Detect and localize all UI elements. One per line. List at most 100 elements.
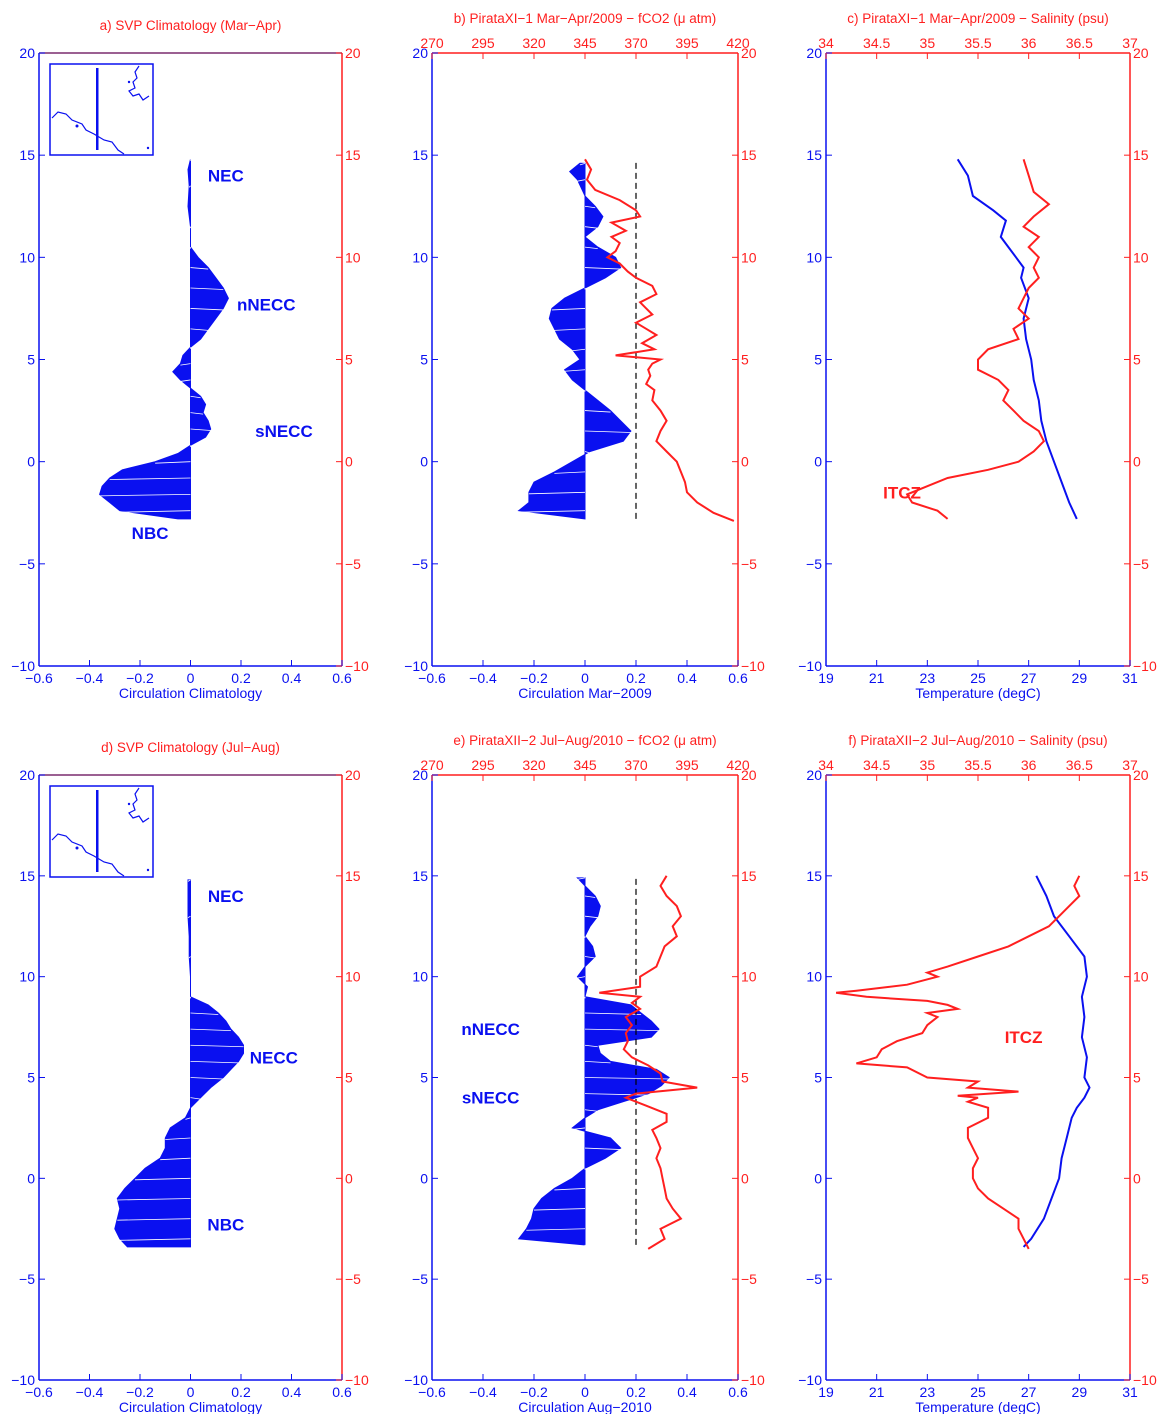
hatch-line xyxy=(190,395,201,399)
y-tick-label-right: 5 xyxy=(345,352,353,368)
x-tick-label: 23 xyxy=(920,1384,936,1400)
hatch-line xyxy=(190,308,224,311)
hatch-line xyxy=(584,246,598,250)
y-tick-label-right: −10 xyxy=(1133,658,1157,674)
panel-title: f) PirataXII−2 Jul−Aug/2010 − Salinity (… xyxy=(848,733,1107,748)
hatch-line xyxy=(577,179,586,182)
y-tick-label-left: −5 xyxy=(806,1271,822,1287)
top-x-tick-label: 34.5 xyxy=(863,35,890,51)
hatch-line xyxy=(554,471,586,474)
hatch-line xyxy=(190,1012,219,1015)
y-tick-label-right: −5 xyxy=(345,1271,361,1287)
inset-island xyxy=(75,124,79,128)
hatch-line xyxy=(134,1177,191,1181)
annotation-label: nNECC xyxy=(237,295,296,314)
plot-area xyxy=(835,875,1091,1250)
inset-map xyxy=(49,63,154,156)
hatch-line xyxy=(190,1044,244,1048)
panel-title: a) SVP Climatology (Mar−Apr) xyxy=(100,18,282,33)
x-tick-label: −0.2 xyxy=(520,670,548,686)
hatch-line xyxy=(572,348,586,352)
x-tick-label: 31 xyxy=(1122,1384,1138,1400)
hatch-line xyxy=(584,430,631,433)
hatch-line xyxy=(190,287,224,290)
top-x-tick-label: 35 xyxy=(920,35,936,51)
x-tick-label: 0 xyxy=(187,1384,195,1400)
y-tick-label-left: 0 xyxy=(27,1170,35,1186)
y-tick-label-left: 5 xyxy=(27,352,35,368)
y-tick-label-left: −10 xyxy=(798,658,822,674)
annotation-label: NBC xyxy=(207,1216,244,1235)
y-tick-label-left: 15 xyxy=(806,147,822,163)
top-x-tick-label: 370 xyxy=(624,757,648,773)
x-tick-label: −0.6 xyxy=(418,1384,446,1400)
x-axis-label: Circulation Aug−2010 xyxy=(518,1399,652,1414)
y-tick-label-right: −10 xyxy=(345,658,369,674)
x-tick-label: 0.6 xyxy=(332,1384,352,1400)
y-tick-label-right: 20 xyxy=(1133,45,1149,61)
inset-map-frame xyxy=(49,785,154,878)
panel-f: f) PirataXII−2 Jul−Aug/2010 − Salinity (… xyxy=(798,733,1157,1414)
x-tick-label: 25 xyxy=(970,670,986,686)
y-tick-label-right: 10 xyxy=(741,249,757,265)
x-tick-label: 0.4 xyxy=(677,1384,697,1400)
y-tick-label-right: 10 xyxy=(1133,249,1149,265)
hatch-line xyxy=(554,1188,586,1191)
plot-area xyxy=(99,159,229,520)
y-tick-label-right: 20 xyxy=(741,767,757,783)
annotation-label: sNECC xyxy=(255,422,313,441)
y-tick-label-right: 10 xyxy=(1133,969,1149,985)
y-tick-label-left: 5 xyxy=(27,1070,35,1086)
hatch-line xyxy=(188,185,191,188)
top-x-tick-label: 270 xyxy=(420,35,444,51)
annotation-label: NBC xyxy=(132,524,169,543)
y-tick-label-right: 5 xyxy=(741,352,749,368)
y-tick-label-right: 5 xyxy=(1133,352,1141,368)
hatch-line xyxy=(117,1198,191,1201)
hatch-line xyxy=(190,1060,239,1064)
y-tick-label-right: 10 xyxy=(345,969,361,985)
top-x-tick-label: 395 xyxy=(675,757,699,773)
top-x-tick-label: 36.5 xyxy=(1066,35,1093,51)
circulation-area xyxy=(99,159,229,520)
y-tick-label-left: 15 xyxy=(412,147,428,163)
hatch-line xyxy=(572,1127,586,1130)
inset-map xyxy=(49,785,154,878)
x-axis-label: Temperature (degC) xyxy=(915,1399,1040,1414)
y-tick-label-right: 15 xyxy=(1133,147,1149,163)
y-tick-label-right: 5 xyxy=(1133,1070,1141,1086)
y-tick-label-left: 15 xyxy=(19,868,35,884)
hatch-line xyxy=(155,461,191,464)
annotation-label: NECC xyxy=(250,1048,298,1067)
hatch-line xyxy=(584,1044,598,1048)
panel-b: b) PirataXI−1 Mar−Apr/2009 − fCO2 (μ atm… xyxy=(404,11,765,701)
salinity-line xyxy=(835,875,1081,1250)
circulation-area xyxy=(517,162,632,520)
y-tick-label-left: 20 xyxy=(806,45,822,61)
y-tick-label-right: 15 xyxy=(345,868,361,884)
y-tick-label-left: 5 xyxy=(420,1070,428,1086)
circulation-area xyxy=(517,877,670,1246)
y-tick-label-left: 0 xyxy=(420,454,428,470)
top-x-tick-label: 370 xyxy=(624,35,648,51)
inset-transect-line xyxy=(96,790,99,872)
x-axis-label: Circulation Climatology xyxy=(119,685,262,701)
x-tick-label: 29 xyxy=(1072,670,1088,686)
hatch-line xyxy=(185,1117,191,1120)
hatch-line xyxy=(180,379,191,382)
circulation-area xyxy=(114,879,244,1248)
plot-area xyxy=(517,158,735,522)
inset-island xyxy=(146,868,150,872)
hatch-line xyxy=(564,369,586,372)
inset-transect-line xyxy=(96,68,99,150)
x-tick-label: −0.2 xyxy=(520,1384,548,1400)
hatch-line xyxy=(190,328,209,331)
y-tick-label-right: 5 xyxy=(345,1070,353,1086)
hatch-line xyxy=(584,915,598,919)
hatch-line xyxy=(584,451,591,454)
y-tick-label-left: 5 xyxy=(420,352,428,368)
y-tick-label-left: 15 xyxy=(412,868,428,884)
top-x-tick-label: 420 xyxy=(726,757,750,773)
plot-area xyxy=(517,875,698,1250)
hatch-line xyxy=(584,410,611,413)
